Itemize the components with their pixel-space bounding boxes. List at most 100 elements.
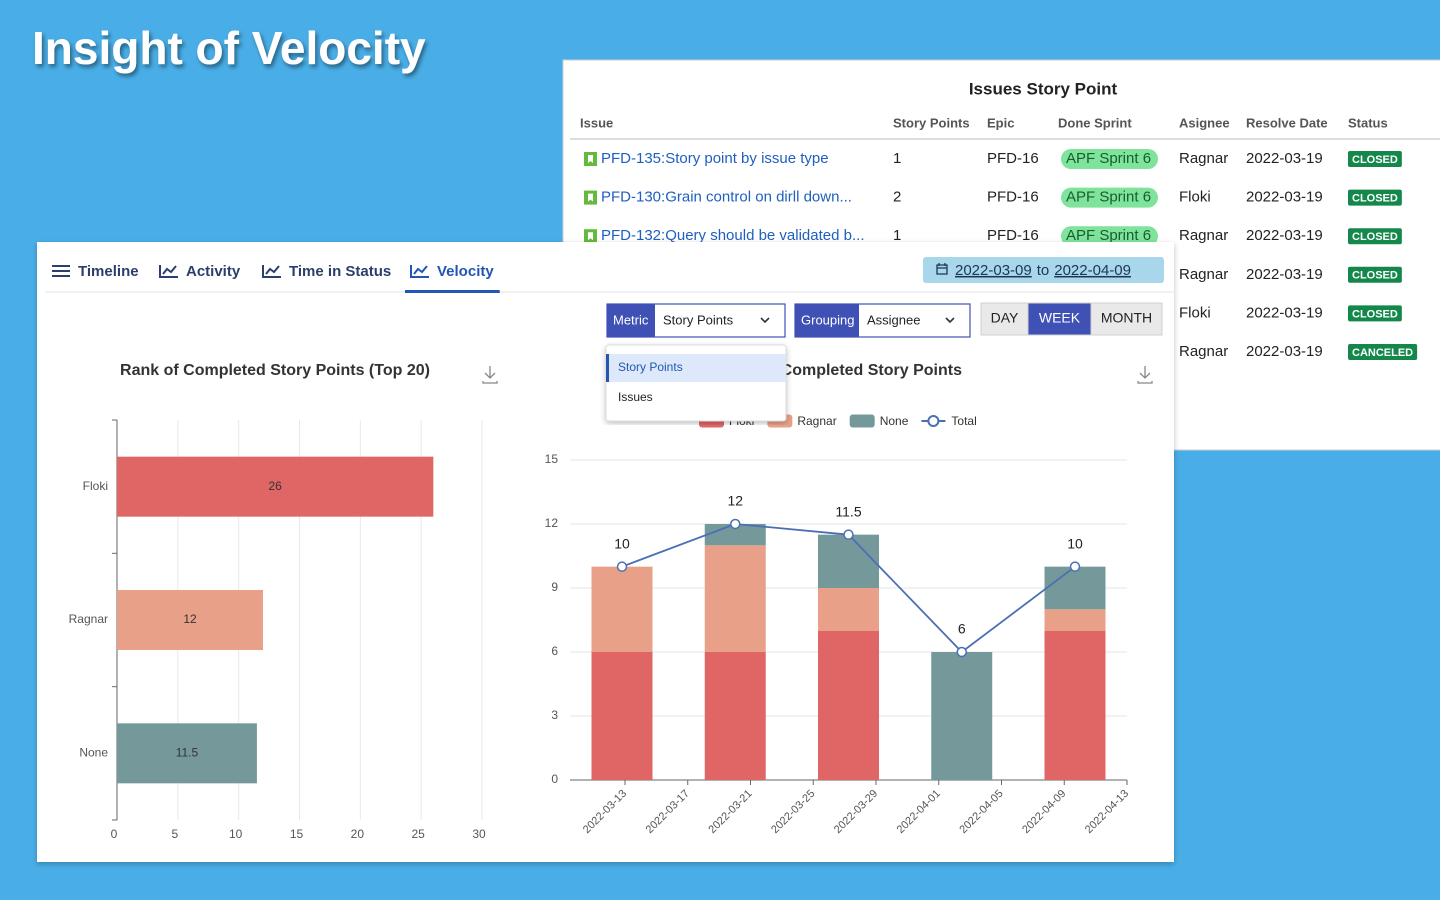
bar-segment — [704, 652, 766, 780]
sprint-pill — [1061, 226, 1158, 247]
point-label: 11.5 — [835, 503, 861, 519]
status-badge — [1348, 266, 1402, 283]
line-point — [956, 646, 967, 658]
status-label: CANCELED — [1352, 347, 1413, 359]
y-tick-label: 3 — [551, 708, 558, 722]
legend-label[interactable]: Total — [951, 414, 976, 428]
cell-resolve-date: 2022-03-19 — [1246, 343, 1323, 360]
column-header[interactable]: Status — [1348, 115, 1388, 130]
y-tick-label: 0 — [551, 772, 558, 786]
select-label-bg — [795, 304, 859, 337]
y-tick-label: 12 — [545, 516, 559, 530]
slide-title: Insight of Velocity — [32, 22, 426, 74]
tab[interactable]: Time in Status — [289, 263, 391, 280]
cell-resolve-date: 2022-03-19 — [1246, 227, 1323, 244]
sprint-pill — [1061, 149, 1158, 169]
date-range-bg[interactable] — [923, 257, 1164, 283]
column-header[interactable]: Asignee — [1179, 115, 1230, 130]
download-icon[interactable] — [482, 366, 498, 384]
status-badge — [1348, 228, 1402, 245]
column-header[interactable]: Issue — [580, 115, 613, 130]
dropdown-option[interactable]: Story Points — [618, 360, 683, 374]
cell-resolve-date: 2022-03-19 — [1246, 266, 1323, 283]
cell-epic: PFD-16 — [987, 189, 1039, 206]
granularity-button[interactable] — [1027, 302, 1092, 336]
tab[interactable]: Velocity — [437, 263, 494, 280]
y-tick-label: 9 — [551, 580, 558, 594]
bar-segment — [1044, 630, 1106, 780]
select-value: Story Points — [663, 312, 734, 327]
x-tick-label: 10 — [229, 827, 243, 841]
status-label: CLOSED — [1352, 231, 1398, 243]
x-tick-label: 30 — [472, 827, 486, 841]
select-label: Metric — [613, 312, 649, 327]
sprint-label: APF Sprint 6 — [1066, 189, 1151, 206]
cell-story-points: 2 — [893, 189, 901, 206]
bar — [117, 590, 263, 650]
bar-segment — [591, 566, 653, 652]
cell-assignee: Floki — [1179, 189, 1211, 206]
bar-segment — [1044, 566, 1106, 610]
cell-resolve-date: 2022-03-19 — [1246, 150, 1323, 167]
bar-value-label: 11.5 — [176, 746, 199, 760]
x-tick-label: 15 — [290, 827, 304, 841]
sprint-label: APF Sprint 6 — [1066, 227, 1151, 244]
bar-value-label: 26 — [268, 479, 282, 493]
granularity-label: MONTH — [1101, 310, 1152, 326]
category-label: None — [79, 746, 108, 760]
legend-label[interactable]: Ragnar — [797, 414, 836, 428]
bar — [117, 456, 434, 517]
date-start[interactable]: 2022-03-09 — [955, 262, 1032, 279]
column-header[interactable]: Resolve Date — [1246, 115, 1328, 130]
tab-icon — [262, 265, 281, 278]
cell-assignee: Ragnar — [1179, 266, 1228, 283]
issue-link[interactable]: PFD-130:Grain control on dirll down... — [601, 189, 852, 206]
sprint-pill — [1061, 187, 1158, 208]
select-value: Assignee — [867, 312, 920, 327]
bar-segment — [704, 545, 766, 652]
column-header[interactable]: Epic — [987, 115, 1014, 130]
status-label: CLOSED — [1352, 154, 1398, 166]
granularity-button[interactable] — [980, 302, 1029, 336]
dropdown-highlight-bar — [606, 354, 609, 382]
bar-segment — [818, 588, 879, 631]
status-badge — [1348, 305, 1402, 322]
issue-link[interactable]: PFD-132:Query should be validated b... — [601, 227, 864, 244]
point-label: 10 — [614, 535, 630, 551]
column-header[interactable]: Story Points — [893, 115, 970, 130]
y-tick-label: 15 — [545, 452, 559, 466]
issue-icon-mark — [588, 193, 593, 202]
tab[interactable]: Timeline — [78, 263, 139, 280]
granularity-label: WEEK — [1039, 310, 1081, 326]
status-label: CLOSED — [1352, 270, 1398, 282]
dropdown-option[interactable]: Issues — [618, 390, 653, 404]
tab-icon — [159, 265, 178, 278]
tab[interactable]: Activity — [186, 263, 241, 280]
issue-link[interactable]: PFD-135:Story point by issue type — [601, 150, 829, 167]
bar-value-label: 12 — [183, 612, 197, 626]
granularity-button[interactable] — [1090, 302, 1163, 336]
cell-story-points: 1 — [893, 227, 901, 244]
cell-story-points: 1 — [893, 150, 901, 167]
tab-icon — [410, 265, 429, 278]
select-label-bg — [607, 304, 655, 337]
category-label: Floki — [83, 479, 108, 493]
line-point — [843, 529, 854, 540]
chevron — [760, 317, 770, 324]
bar — [117, 723, 257, 784]
bar-segment — [591, 652, 653, 780]
issue-icon-mark — [588, 232, 593, 241]
date-end[interactable]: 2022-04-09 — [1054, 262, 1131, 279]
download-icon[interactable] — [1137, 366, 1153, 384]
cell-assignee: Ragnar — [1179, 150, 1228, 167]
y-tick-label: 6 — [551, 644, 558, 658]
line-point — [730, 518, 741, 530]
granularity-label: DAY — [991, 310, 1019, 326]
legend-label[interactable]: None — [880, 414, 909, 428]
category-label: Ragnar — [69, 612, 108, 626]
column-header[interactable]: Done Sprint — [1058, 115, 1132, 130]
x-tick-label: 25 — [411, 827, 425, 841]
point-label: 12 — [727, 493, 743, 509]
date-separator: to — [1037, 262, 1050, 279]
